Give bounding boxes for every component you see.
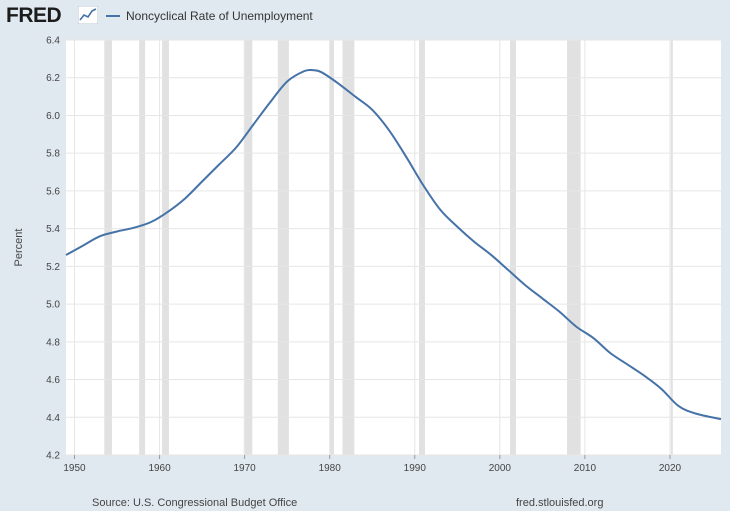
- y-tick-label-1: 4.4: [46, 413, 60, 424]
- x-tick-label-4: 1990: [404, 463, 427, 474]
- x-tick-label-1: 1960: [148, 463, 171, 474]
- y-tick-label-7: 5.6: [46, 186, 60, 197]
- recession-band-8: [510, 40, 516, 455]
- recession-band-6: [342, 40, 355, 455]
- recession-band-2: [162, 40, 169, 455]
- x-tick-label-3: 1980: [319, 463, 342, 474]
- recession-shading: [104, 40, 673, 455]
- x-axis-ticks: 1950 1960 1970 1980 1990 2000 2010 2020: [63, 455, 682, 474]
- x-tick-label-2: 1970: [234, 463, 257, 474]
- site-link[interactable]: fred.stlouisfed.org: [516, 497, 604, 509]
- chart-header: FRED Noncyclical Rate of Unemployment: [0, 0, 730, 34]
- y-tick-label-8: 5.8: [46, 149, 60, 160]
- x-tick-label-5: 2000: [489, 463, 512, 474]
- plot-area: [66, 40, 721, 455]
- legend-label: Noncyclical Rate of Unemployment: [126, 9, 313, 23]
- y-tick-label-5: 5.2: [46, 262, 60, 273]
- fred-chart-icon: [78, 6, 98, 24]
- y-tick-label-2: 4.6: [46, 375, 60, 386]
- y-tick-label-6: 5.4: [46, 224, 60, 235]
- recession-band-7: [419, 40, 425, 455]
- source-note: Source: U.S. Congressional Budget Office: [92, 497, 298, 509]
- y-tick-label-4: 5.0: [46, 300, 60, 311]
- recession-band-10: [670, 40, 673, 455]
- series-layer: [65, 68, 722, 421]
- recession-band-3: [243, 40, 253, 455]
- recession-band-4: [277, 40, 289, 455]
- x-tick-label-6: 2010: [574, 463, 597, 474]
- y-tick-label-11: 6.4: [46, 36, 60, 47]
- recession-band-5: [329, 40, 334, 455]
- legend: Noncyclical Rate of Unemployment: [106, 9, 313, 23]
- x-tick-label-7: 2020: [659, 463, 682, 474]
- y-tick-label-0: 4.2: [46, 451, 60, 462]
- x-tick-label-0: 1950: [63, 463, 86, 474]
- recession-band-1: [139, 40, 146, 455]
- y-tick-label-9: 6.0: [46, 111, 60, 122]
- y-tick-label-3: 4.8: [46, 337, 60, 348]
- fred-logo[interactable]: FRED: [6, 4, 62, 27]
- grid-lines: [66, 39, 721, 456]
- series-line-0[interactable]: [65, 68, 722, 421]
- y-axis-ticks: 4.2 4.4 4.6 4.8 5.0 5.2 5.4 5.6 5.8 6.0 6.2 6.4: [46, 36, 60, 462]
- y-axis-label: Percent: [13, 229, 25, 267]
- recession-band-0: [104, 40, 112, 455]
- recession-band-9: [567, 40, 581, 455]
- legend-swatch: [106, 15, 120, 17]
- y-tick-label-10: 6.2: [46, 73, 60, 84]
